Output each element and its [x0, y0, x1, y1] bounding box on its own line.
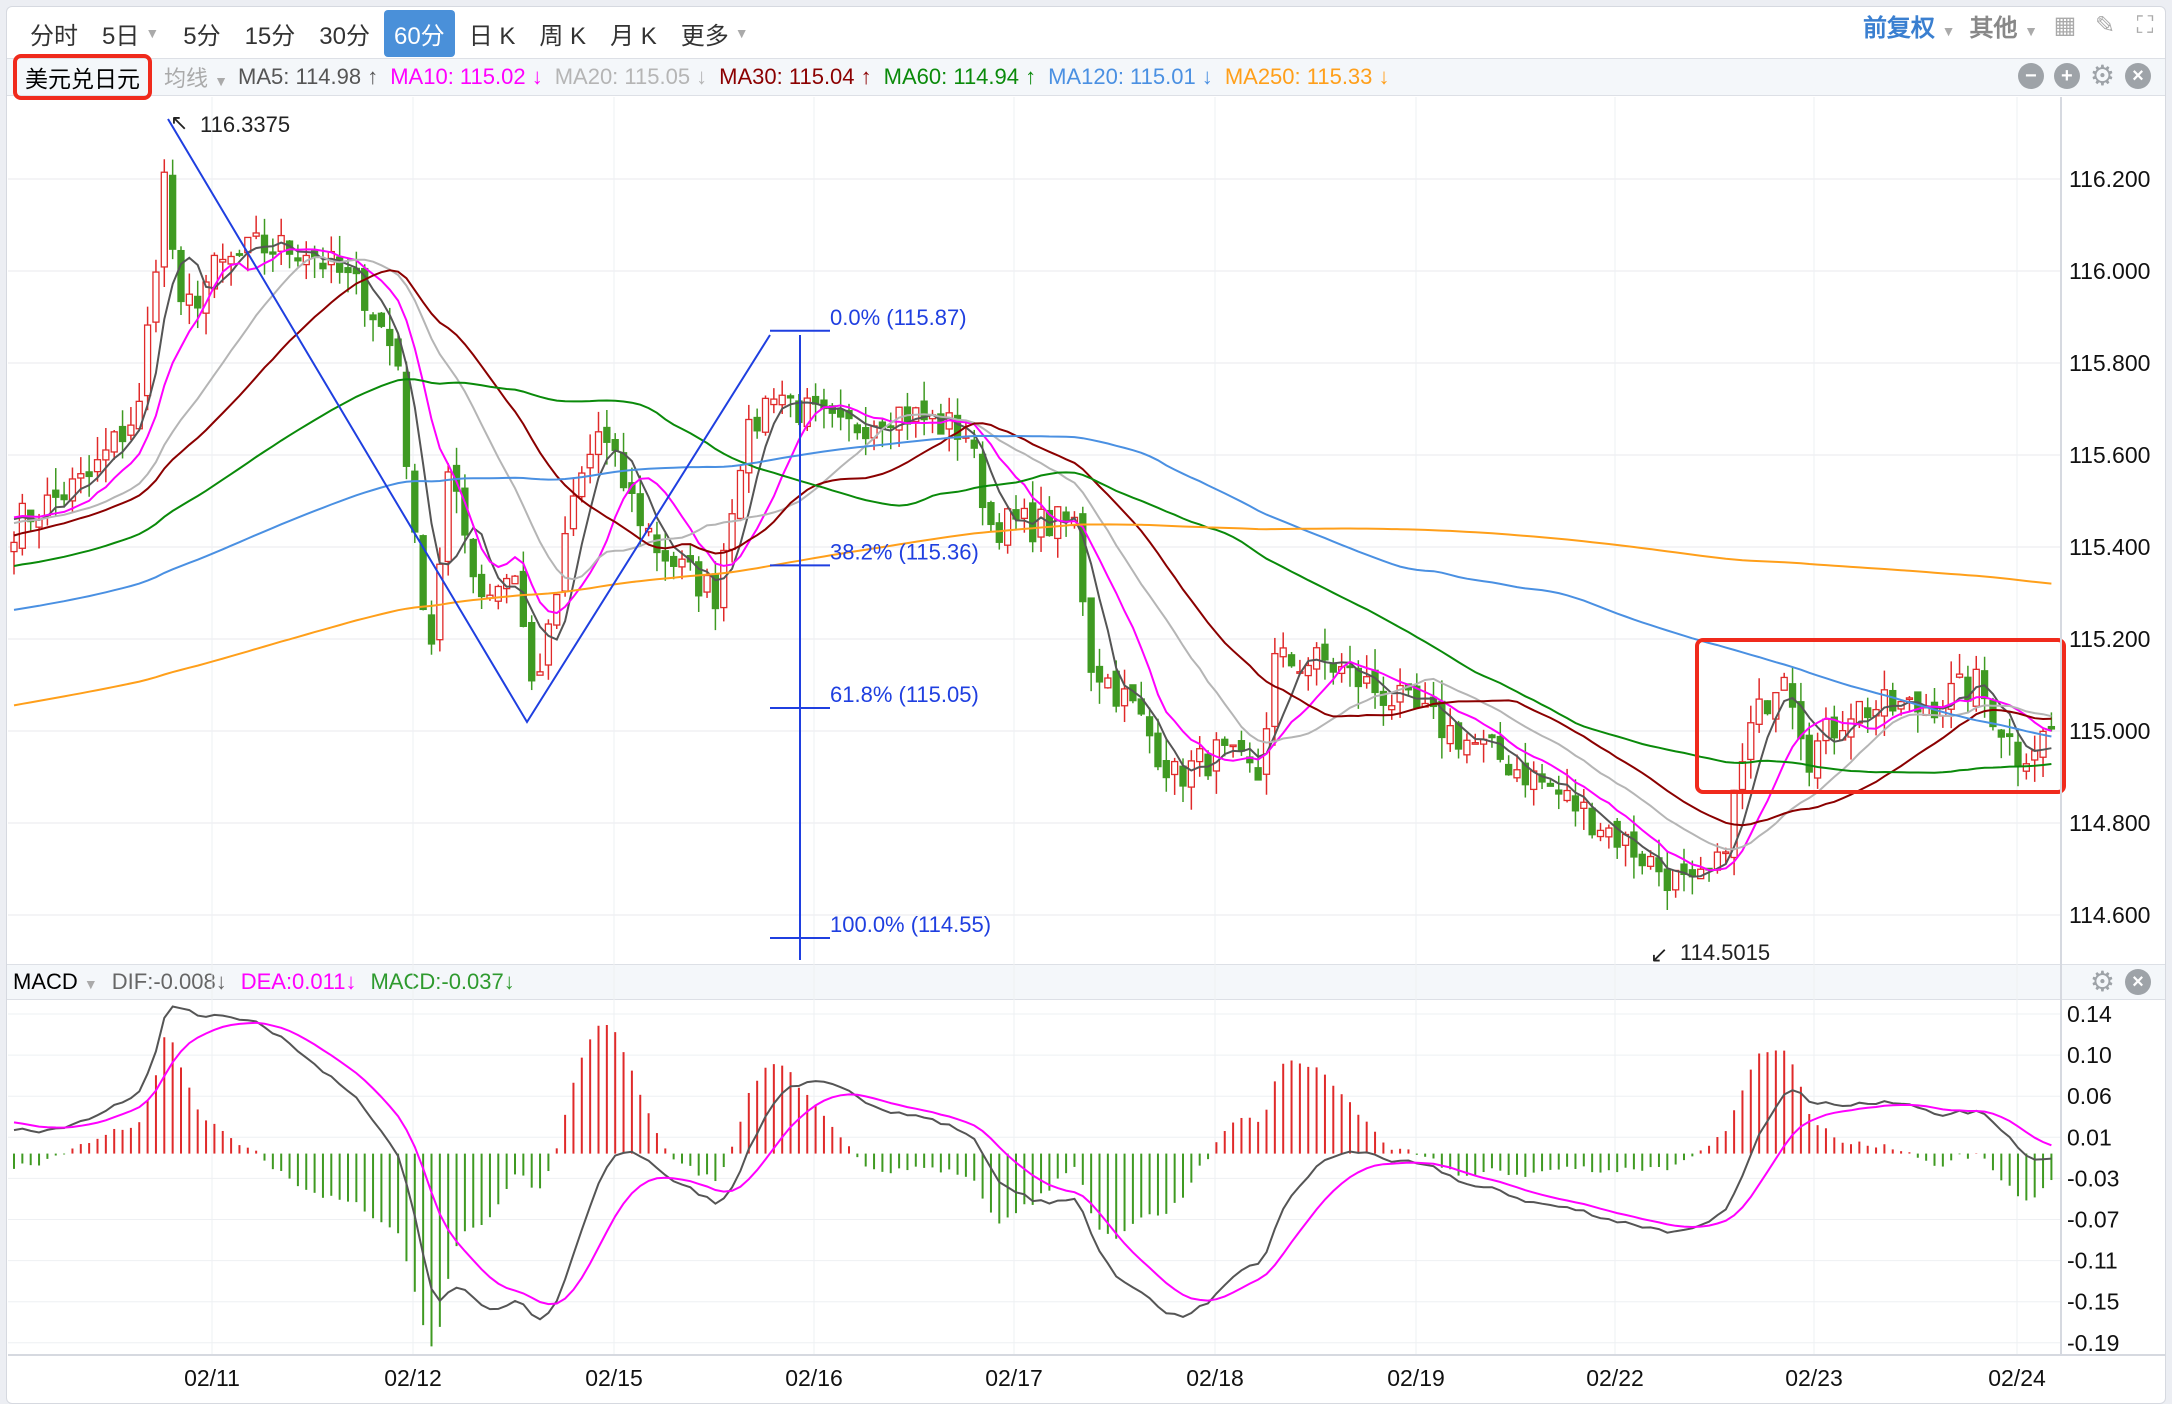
- period-tab-label: 15分: [244, 22, 296, 50]
- other-label: 其他: [1969, 15, 2018, 42]
- period-tab-label: 30分: [319, 22, 370, 50]
- macd-panel-controls: ⚙ ×: [2089, 966, 2151, 997]
- dea-value: DEA:0.011↓: [240, 969, 357, 994]
- period-tab[interactable]: 15分: [235, 10, 306, 57]
- fullscreen-icon[interactable]: ⛶: [2136, 11, 2154, 39]
- period-tab-label: 分时: [30, 22, 78, 50]
- chevron-down-icon: ▼: [145, 25, 160, 41]
- indicator-selector[interactable]: MACD ▼: [13, 969, 98, 994]
- period-tab[interactable]: 日 K: [459, 10, 526, 57]
- period-tab-label: 60分: [393, 22, 445, 50]
- ma-value: MA10: 115.02 ↓: [390, 64, 543, 89]
- period-toolbar: 分时 5日 ▼ 5分 15分 30分 60分日 K 周 K 月 K 更多 ▼: [6, 8, 2166, 58]
- chevron-down-icon: ▼: [734, 25, 749, 41]
- brush-icon[interactable]: ✎: [2094, 12, 2116, 39]
- period-tab[interactable]: 分时: [20, 10, 88, 57]
- ma-value: MA5: 114.98 ↑: [238, 64, 379, 89]
- ma-value: MA30: 115.04 ↑: [719, 64, 872, 89]
- adjust-dropdown[interactable]: 前复权 ▼: [1862, 15, 1956, 42]
- symbol-label[interactable]: 美元兑日元: [13, 54, 152, 100]
- chart-window: [6, 6, 2166, 1404]
- period-tab-label: 周 K: [539, 22, 587, 50]
- ma-value: MA120: 115.01 ↓: [1048, 64, 1213, 89]
- period-tab[interactable]: 周 K: [529, 10, 596, 57]
- period-tab-label: 5日: [102, 22, 140, 50]
- main-panel-controls: − + ⚙ ×: [2017, 60, 2151, 91]
- ma-selector-label: 均线: [164, 66, 209, 91]
- close-icon[interactable]: ×: [2125, 63, 2151, 89]
- period-tab-label: 日 K: [468, 22, 516, 50]
- settings-icon[interactable]: ⚙: [2089, 966, 2115, 997]
- period-tab[interactable]: 月 K: [600, 10, 667, 57]
- ma-selector[interactable]: 均线 ▼: [164, 66, 228, 91]
- ma-legend-row: 美元兑日元 均线 ▼ MA5: 114.98 ↑ MA10: 115.02 ↓ MA…: [7, 54, 2165, 100]
- close-icon[interactable]: ×: [2125, 969, 2151, 995]
- dif-value: DIF:-0.008↓: [111, 969, 227, 994]
- adjust-label: 前复权: [1862, 15, 1935, 42]
- settings-icon[interactable]: ⚙: [2089, 60, 2115, 91]
- period-tab[interactable]: 30分: [309, 10, 380, 57]
- period-tab[interactable]: 更多 ▼: [671, 10, 759, 57]
- period-tab[interactable]: 5分: [173, 10, 230, 57]
- zoom-out-icon[interactable]: −: [2017, 63, 2044, 89]
- ma-value: MA20: 115.05 ↓: [554, 64, 708, 89]
- other-dropdown[interactable]: 其他 ▼: [1969, 15, 2038, 42]
- ma-value: MA60: 114.94 ↑: [883, 64, 1037, 89]
- ma-value: MA250: 115.33 ↓: [1224, 64, 1390, 89]
- macd-legend-row: MACD ▼ DIF:-0.008↓ DEA:0.011↓ MACD:-0.03…: [7, 964, 2165, 1000]
- period-tab[interactable]: 5日 ▼: [92, 10, 169, 57]
- zoom-in-icon[interactable]: +: [2053, 63, 2080, 89]
- period-tab-label: 更多: [680, 22, 729, 50]
- toolbar-right: 前复权 ▼ 其他 ▼ ▦ ✎ ⛶: [1863, 8, 2158, 43]
- period-tab[interactable]: 60分: [383, 9, 455, 57]
- macd-value: MACD:-0.037↓: [370, 969, 515, 994]
- indicator-name: MACD: [13, 969, 78, 994]
- period-tab-label: 5分: [183, 22, 221, 50]
- ma-values: MA5: 114.98 ↑ MA10: 115.02 ↓ MA20: 115.05 …: [238, 64, 1390, 90]
- period-tab-label: 月 K: [610, 22, 657, 50]
- layout-grid-icon[interactable]: ▦: [2053, 12, 2077, 39]
